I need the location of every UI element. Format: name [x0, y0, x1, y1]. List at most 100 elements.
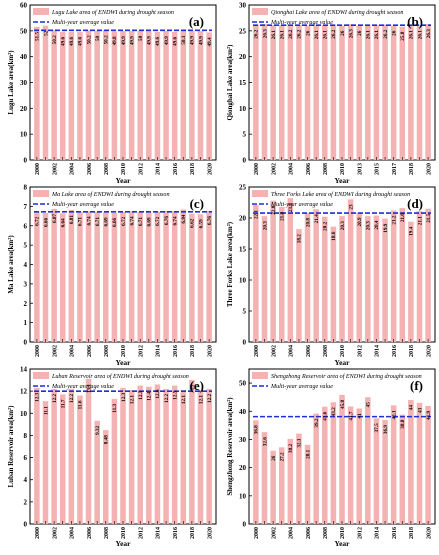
bar: [373, 418, 380, 524]
y-tick-label: 25: [239, 27, 247, 35]
legend-label-average: Multi-year average value: [51, 20, 114, 26]
bar: [382, 24, 388, 161]
bar: [261, 216, 268, 342]
x-tick-label: 2014: [156, 345, 162, 357]
data-label: 21.4: [314, 214, 320, 223]
data-label: 20.3: [366, 221, 372, 230]
data-label: 26: [340, 30, 346, 36]
bar: [339, 394, 345, 524]
x-tick-label: 2020: [207, 163, 213, 175]
bar: [34, 26, 40, 161]
bar: [103, 212, 109, 342]
data-label: 26.1: [271, 30, 277, 39]
y-tick-label: 5: [243, 131, 247, 139]
y-tick-label: 2: [24, 300, 28, 308]
y-tick-label: 30: [239, 2, 247, 10]
bar: [390, 405, 397, 524]
data-label: 23: [348, 204, 354, 210]
legend-label-bars: Luban Reservoir area of ENDWI during dro…: [51, 373, 189, 380]
data-label: 49.6: [155, 36, 161, 45]
y-tick-label: 1: [24, 319, 28, 327]
x-tick-label: 2014: [156, 163, 162, 175]
x-tick-label: 2012: [138, 345, 144, 357]
y-tick-label: 20: [20, 105, 28, 113]
y-tick-label: 15: [239, 246, 247, 254]
bar: [85, 378, 92, 524]
data-label: 6.74: [172, 216, 178, 225]
y-tick-label: 25: [239, 184, 247, 192]
bar: [253, 24, 259, 161]
bar: [42, 212, 49, 342]
bar: [128, 31, 135, 160]
data-label: 12.1: [181, 395, 187, 404]
y-tick-label: 8: [24, 184, 28, 192]
data-label: 21.1: [417, 216, 423, 225]
x-tick-label: 2014: [375, 527, 381, 539]
legend-label-average: Multi-year average value: [51, 202, 114, 208]
data-label: 6.69: [147, 217, 153, 226]
data-label: 19.9: [383, 223, 389, 232]
y-tick-label: 10: [239, 105, 247, 113]
bar: [120, 31, 126, 160]
data-label: 26.1: [366, 30, 372, 39]
data-label: 12.2: [52, 394, 58, 403]
data-label: 6.74: [129, 216, 135, 225]
bar: [382, 218, 388, 342]
bar: [347, 24, 354, 160]
y-tick-label: 0: [243, 157, 247, 165]
data-label: 26: [357, 30, 363, 36]
data-label: 26: [391, 30, 397, 36]
data-label: 12.2: [164, 394, 170, 403]
y-tick-label: 4: [24, 261, 28, 269]
data-label: 49.4: [207, 37, 213, 46]
bar: [171, 211, 178, 342]
data-label: 26.1: [280, 30, 286, 39]
data-label: 6.71: [95, 217, 101, 226]
x-axis-title: Year: [335, 176, 351, 185]
x-tick-label: 2017: [392, 163, 398, 175]
x-tick-label: 2002: [52, 345, 58, 357]
data-label: 6.72: [35, 216, 41, 225]
bar: [197, 390, 204, 524]
x-tick-label: 2020: [426, 345, 432, 357]
y-tick-label: 20: [239, 464, 247, 472]
y-tick-label: 40: [239, 408, 247, 416]
x-tick-label: 2004: [289, 527, 295, 539]
bar: [171, 31, 178, 160]
x-tick-label: 2010: [121, 527, 127, 539]
x-tick-label: 2002: [271, 345, 277, 357]
data-label: 52: [43, 30, 49, 36]
x-tick-label: 2004: [70, 163, 76, 175]
x-tick-label: 2020: [426, 527, 432, 539]
y-tick-label: 5: [24, 242, 28, 250]
data-label: 26.2: [297, 29, 303, 38]
x-tick-label: 2015: [375, 163, 381, 175]
legend-label-average: Multi-year average value: [270, 384, 333, 390]
data-label: 42.1: [391, 410, 397, 419]
legend-label-bars: Lugu Lake area of ENDWI during drought s…: [51, 9, 174, 16]
data-label: 26.2: [288, 29, 294, 38]
bar: [399, 26, 406, 161]
data-label: 6.72: [155, 216, 161, 225]
data-label: 13.1: [86, 384, 92, 393]
data-label: 32.1: [297, 438, 303, 447]
x-tick-label: 2010: [121, 163, 127, 175]
data-label: 20.8: [305, 218, 311, 227]
bar: [42, 401, 49, 524]
bar: [146, 386, 152, 524]
y-tick-label: 30: [20, 79, 28, 87]
bar: [163, 31, 169, 160]
bar: [425, 208, 431, 342]
bar: [287, 198, 294, 342]
bar: [189, 213, 195, 342]
bar: [180, 30, 187, 161]
data-label: 20.2: [323, 221, 329, 230]
bar: [330, 226, 337, 342]
bar: [111, 31, 118, 160]
data-label: 26: [271, 455, 277, 461]
bar: [120, 211, 126, 342]
x-tick-label: 2013: [357, 163, 363, 175]
x-tick-label: 2008: [323, 345, 329, 357]
